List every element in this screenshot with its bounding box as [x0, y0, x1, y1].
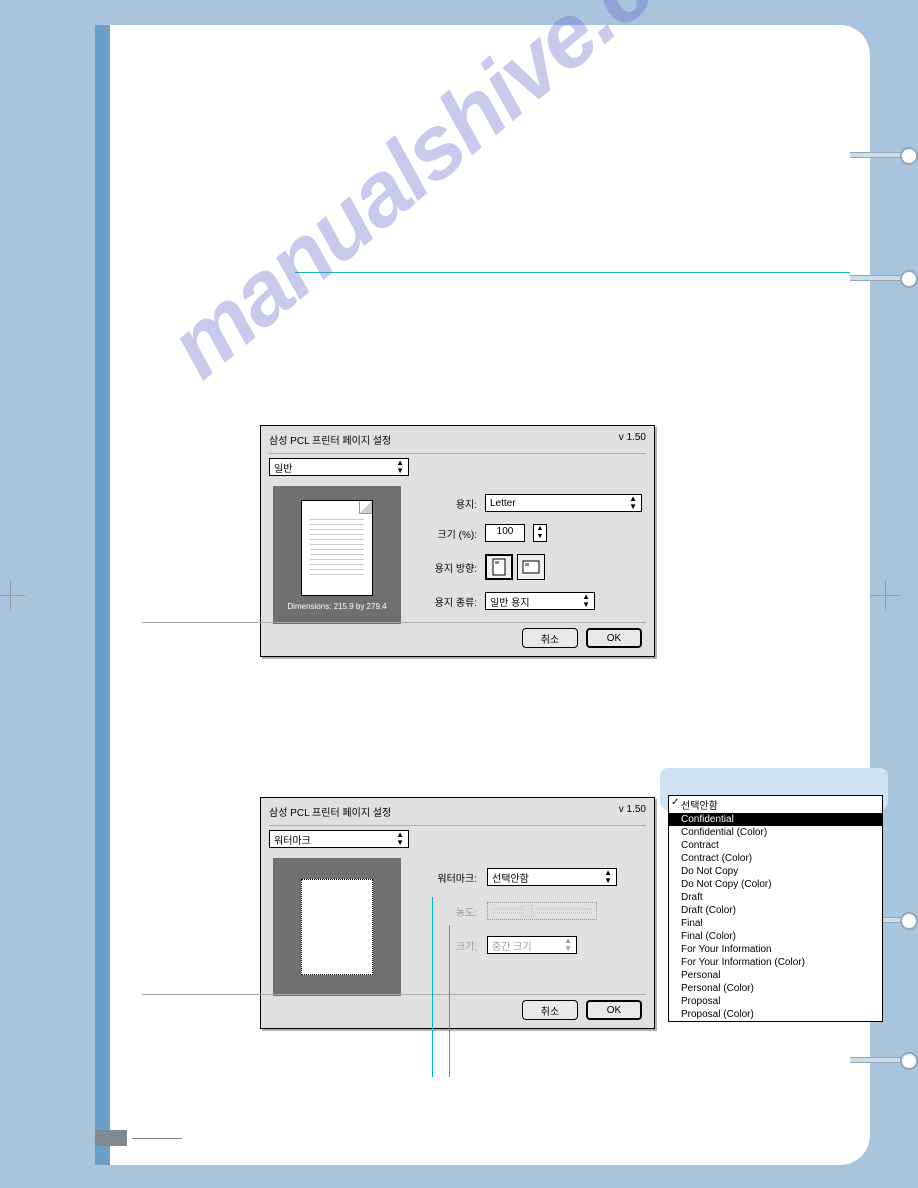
page-setup-dialog-general: 삼성 PCL 프린터 페이지 설정 v 1.50 일반 ▲▼ Dimension…	[260, 425, 655, 657]
dropdown-item[interactable]: Final	[669, 917, 882, 930]
scale-label: 크기 (%):	[421, 526, 477, 541]
cancel-button[interactable]: 취소	[522, 1000, 578, 1020]
ok-button[interactable]: OK	[586, 628, 642, 648]
density-slider-disabled	[487, 902, 597, 920]
dropdown-item[interactable]: 선택안함	[669, 796, 882, 813]
paper-label: 용지:	[421, 496, 477, 511]
spinner-arrows-icon: ▲▼	[629, 495, 637, 511]
paper-type-value: 일반 용지	[490, 594, 530, 609]
crop-mark-right	[870, 580, 900, 610]
dialog-titlebar: 삼성 PCL 프린터 페이지 설정 v 1.50	[261, 798, 654, 825]
paper-value: Letter	[490, 498, 516, 509]
dropdown-item[interactable]: Personal (Color)	[669, 982, 882, 995]
preview-page-icon	[301, 879, 373, 975]
watermark-value: 선택안함	[492, 870, 529, 885]
watermark-select[interactable]: 선택안함 ▲▼	[487, 868, 617, 886]
scale-input[interactable]: 100	[485, 524, 525, 542]
page-preview	[273, 858, 401, 996]
dropdown-item[interactable]: Proposal	[669, 995, 882, 1008]
spinner-arrows-icon: ▲▼	[564, 937, 572, 953]
page-left-strip	[95, 25, 110, 1165]
dropdown-item[interactable]: For Your Information (Color)	[669, 956, 882, 969]
preview-dimensions: Dimensions: 215.9 by 279.4	[287, 602, 386, 611]
dropdown-item[interactable]: Confidential	[669, 813, 882, 826]
dropdown-item[interactable]: Do Not Copy	[669, 865, 882, 878]
paper-select[interactable]: Letter ▲▼	[485, 494, 642, 512]
page-setup-dialog-watermark: 삼성 PCL 프린터 페이지 설정 v 1.50 워터마크 ▲▼ 워터마크: 선…	[260, 797, 655, 1029]
tab-label: 워터마크	[274, 832, 311, 847]
dialog-title: 삼성 PCL 프린터 페이지 설정	[269, 432, 391, 447]
ok-button[interactable]: OK	[586, 1000, 642, 1020]
landscape-button[interactable]	[517, 554, 545, 580]
page-number-tab	[95, 1130, 127, 1146]
cancel-button[interactable]: 취소	[522, 628, 578, 648]
callout-line	[432, 897, 433, 1077]
dropdown-item[interactable]: For Your Information	[669, 943, 882, 956]
dropdown-item[interactable]: Draft (Color)	[669, 904, 882, 917]
dialog-title: 삼성 PCL 프린터 페이지 설정	[269, 804, 391, 819]
dropdown-item[interactable]: Confidential (Color)	[669, 826, 882, 839]
portrait-button[interactable]	[485, 554, 513, 580]
binder-ring	[850, 1050, 918, 1068]
landscape-icon	[522, 560, 540, 574]
dialog-version: v 1.50	[619, 432, 646, 447]
tab-label: 일반	[274, 460, 292, 475]
section-divider	[295, 272, 850, 273]
dropdown-item[interactable]: Do Not Copy (Color)	[669, 878, 882, 891]
spinner-arrows-icon: ▲▼	[582, 593, 590, 609]
orientation-label: 용지 방향:	[421, 560, 477, 575]
dialog-version: v 1.50	[619, 804, 646, 819]
spinner-arrows-icon: ▲▼	[396, 831, 404, 847]
paper-type-select[interactable]: 일반 용지 ▲▼	[485, 592, 595, 610]
dropdown-item[interactable]: Draft	[669, 891, 882, 904]
page-preview: Dimensions: 215.9 by 279.4	[273, 486, 401, 624]
watermark-dropdown-list[interactable]: ↖ 선택안함ConfidentialConfidential (Color)Co…	[668, 795, 883, 1022]
tab-selector[interactable]: 일반 ▲▼	[269, 458, 409, 476]
dropdown-item[interactable]: Contract	[669, 839, 882, 852]
spinner-arrows-icon: ▲▼	[604, 869, 612, 885]
spinner-arrows-icon: ▲▼	[396, 459, 404, 475]
size-select-disabled: 중간 크기 ▲▼	[487, 936, 577, 954]
tab-selector[interactable]: 워터마크 ▲▼	[269, 830, 409, 848]
density-label: 농도:	[421, 904, 477, 919]
callout-line	[449, 925, 450, 1077]
paper-type-label: 용지 종류:	[421, 594, 477, 609]
dialog-titlebar: 삼성 PCL 프린터 페이지 설정 v 1.50	[261, 426, 654, 453]
dropdown-item[interactable]: Personal	[669, 969, 882, 982]
dropdown-item[interactable]: Contract (Color)	[669, 852, 882, 865]
preview-page-icon	[301, 500, 373, 596]
size-value: 중간 크기	[492, 938, 532, 953]
binder-ring	[850, 268, 918, 286]
binder-ring	[850, 145, 918, 163]
portrait-icon	[492, 558, 506, 576]
dropdown-item[interactable]: Proposal (Color)	[669, 1008, 882, 1021]
page-number-line	[132, 1138, 182, 1139]
crop-mark-left	[0, 580, 25, 610]
dropdown-item[interactable]: Final (Color)	[669, 930, 882, 943]
scale-spinner[interactable]: ▲▼	[533, 524, 547, 542]
watermark-label: 워터마크:	[421, 870, 477, 885]
